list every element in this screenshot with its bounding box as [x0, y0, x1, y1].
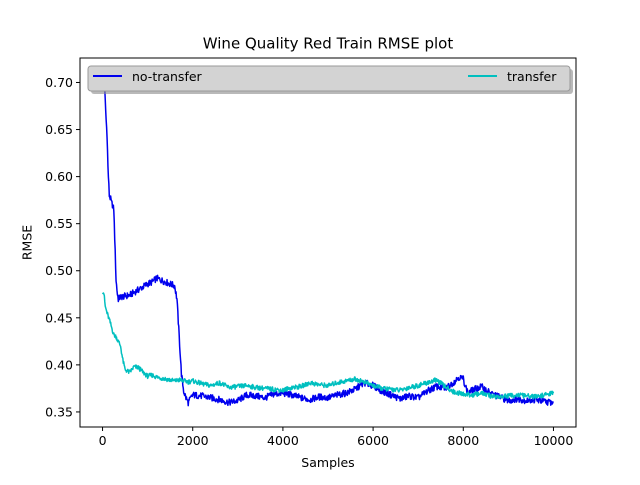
legend-label-transfer: transfer: [507, 69, 557, 84]
legend-label-no-transfer: no-transfer: [132, 69, 203, 84]
y-tick-label: 0.45: [45, 310, 73, 325]
y-tick-label: 0.60: [45, 169, 73, 184]
y-tick-label: 0.35: [45, 404, 73, 419]
x-tick-label: 0: [99, 433, 107, 448]
x-tick-label: 8000: [447, 433, 479, 448]
y-axis-ticks: 0.35 0.40 0.45 0.50 0.55 0.60 0.65 0.70: [45, 75, 80, 419]
x-tick-label: 10000: [534, 433, 574, 448]
y-tick-label: 0.65: [45, 122, 73, 137]
x-axis-label: Samples: [301, 455, 354, 470]
y-tick-label: 0.55: [45, 216, 73, 231]
legend: no-transfer transfer: [87, 65, 573, 94]
y-tick-label: 0.70: [45, 75, 73, 90]
chart-title: Wine Quality Red Train RMSE plot: [203, 35, 454, 53]
y-axis-label: RMSE: [20, 225, 35, 260]
x-tick-label: 2000: [177, 433, 209, 448]
y-tick-label: 0.50: [45, 263, 73, 278]
series-line-no-transfer: [101, 72, 555, 407]
x-tick-label: 4000: [267, 433, 299, 448]
plot-layer: [101, 72, 555, 407]
x-axis-ticks: 0 2000 4000 6000 8000 10000: [99, 427, 574, 448]
legend-box: [87, 65, 571, 92]
plot-frame: [79, 57, 577, 428]
x-tick-label: 6000: [357, 433, 389, 448]
y-tick-label: 0.40: [45, 357, 73, 372]
series-line-transfer: [101, 292, 555, 400]
